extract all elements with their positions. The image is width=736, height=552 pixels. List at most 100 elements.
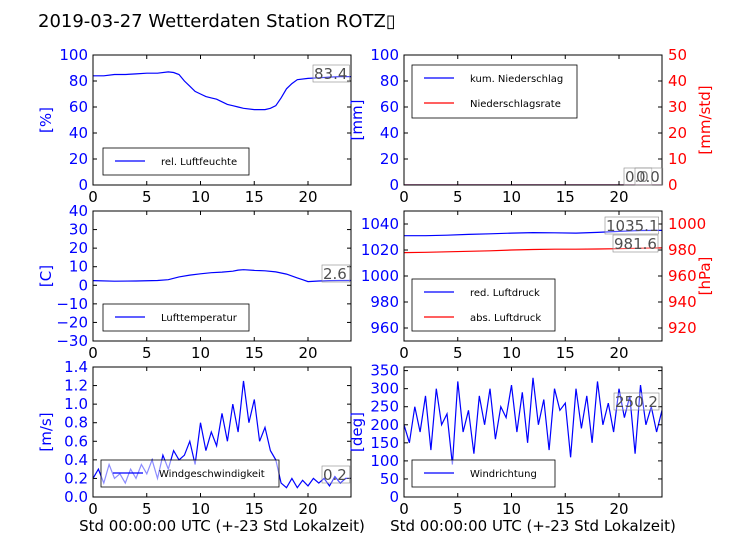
plot-frame bbox=[92, 366, 352, 498]
series-line-pressure-1 bbox=[404, 247, 662, 254]
y-tick-label: 20 bbox=[380, 150, 399, 168]
y-axis-label: [m/s] bbox=[37, 412, 55, 451]
legend-entry: Niederschlagsrate bbox=[470, 99, 561, 110]
x-tick-label: 0 bbox=[88, 344, 98, 362]
x-tick-label: 0 bbox=[399, 344, 409, 362]
x-tick-label: 20 bbox=[609, 500, 628, 518]
annotation-box bbox=[613, 392, 660, 411]
y-tick-label: 30 bbox=[69, 221, 88, 239]
chart-windspeed: 0 5 10 15 200.00.20.40.60.81.01.21.4[m/s]Std… bbox=[37, 358, 365, 535]
y-tick-label: 80 bbox=[69, 72, 88, 90]
y-tick-label: 960 bbox=[370, 319, 399, 337]
y-tick-label: 1020 bbox=[361, 241, 399, 259]
legend-box bbox=[411, 278, 556, 332]
y-tick-label: 980 bbox=[370, 293, 399, 311]
annotation-box bbox=[634, 167, 664, 186]
x-tick-label: 0 bbox=[399, 188, 409, 206]
chart-precipitation: 0 5 10 15 20 0 20 40 60 80 100 0 10 20 30 40 50 [mm] [mm/s… bbox=[348, 46, 714, 206]
legend: red. Luftdruck abs. Luftdruck bbox=[411, 278, 556, 332]
y-tick-label: 100 bbox=[370, 452, 399, 470]
y-tick-label: 0 bbox=[389, 488, 399, 506]
y-tick-label: 300 bbox=[370, 380, 399, 398]
y-axis-label: [%] bbox=[37, 107, 55, 133]
y-tick-label: 0.8 bbox=[64, 414, 88, 432]
x-tick-label: 10 bbox=[191, 500, 210, 518]
y-tick-label: 1.2 bbox=[64, 377, 88, 395]
series-line-temperature-0 bbox=[93, 269, 351, 283]
annotation-box bbox=[321, 264, 351, 283]
y-right-tick-label: 1000 bbox=[668, 215, 706, 233]
y-tick-label: 20 bbox=[69, 150, 88, 168]
x-tick-label: 20 bbox=[609, 188, 628, 206]
chart-pressure: 0 5 10 15 20 960 980 1000 1020 1040 920 940 960 980 10… bbox=[361, 210, 714, 362]
y-right-axis-label: [hPa] bbox=[696, 257, 714, 296]
legend: kum. Niederschlag Niederschlagsrate bbox=[411, 64, 578, 119]
y-tick-label: 1040 bbox=[361, 215, 399, 233]
y-tick-label: 60 bbox=[380, 98, 399, 116]
y-tick-label: 60 bbox=[69, 98, 88, 116]
y-right-tick-label: 960 bbox=[668, 267, 697, 285]
y-tick-label: 0 bbox=[78, 276, 88, 294]
x-tick-label: 10 bbox=[502, 188, 521, 206]
series-line-humidity-0 bbox=[93, 71, 351, 111]
plot-frame bbox=[403, 366, 663, 498]
x-tick-label: 10 bbox=[502, 344, 521, 362]
x-tick-label: 0 bbox=[399, 500, 409, 518]
x-tick-label: 5 bbox=[453, 188, 463, 206]
y-tick-label: 0.0 bbox=[64, 488, 88, 506]
value-annotation: 2.6 bbox=[323, 265, 347, 283]
y-tick-label: −20 bbox=[56, 313, 88, 331]
value-annotation: 0.0 bbox=[636, 168, 660, 186]
y-right-tick-label: 10 bbox=[668, 150, 687, 168]
figure-title: 2019-03-27 Wetterdaten Station ROTZ▯ bbox=[38, 11, 396, 32]
plot-frame bbox=[92, 54, 352, 186]
chart-temperature: 0 5 10 15 20−30−20−10010203040[C]Lufttempera… bbox=[37, 202, 352, 362]
x-tick-label: 10 bbox=[191, 344, 210, 362]
legend: Windgeschwindigkeit bbox=[100, 459, 280, 488]
y-tick-label: 350 bbox=[370, 362, 399, 380]
x-tick-label: 20 bbox=[609, 344, 628, 362]
y-tick-label: 0.2 bbox=[64, 469, 88, 487]
chart-humidity: 0 5 10 15 20 0 20 40 60 80 100 [%] rel. Luftfeuchte 8… bbox=[37, 46, 352, 206]
x-tick-label: 15 bbox=[245, 344, 264, 362]
y-tick-label: 1000 bbox=[361, 267, 399, 285]
value-annotation: 250.2 bbox=[615, 393, 658, 411]
y-right-tick-label: 30 bbox=[668, 98, 687, 116]
y-right-tick-label: 0 bbox=[668, 176, 678, 194]
y-tick-label: 10 bbox=[69, 258, 88, 276]
value-annotation: 0.2 bbox=[323, 466, 347, 484]
y-tick-label: 20 bbox=[69, 239, 88, 257]
x-tick-label: 15 bbox=[556, 344, 575, 362]
legend: Lufttemperatur bbox=[102, 303, 250, 332]
y-axis-label: [mm] bbox=[348, 100, 366, 141]
x-tick-label: 5 bbox=[142, 344, 152, 362]
x-tick-label: 5 bbox=[142, 500, 152, 518]
x-tick-label: 5 bbox=[142, 188, 152, 206]
y-tick-label: −10 bbox=[56, 295, 88, 313]
y-tick-label: 0.6 bbox=[64, 432, 88, 450]
y-right-tick-label: 920 bbox=[668, 319, 697, 337]
y-tick-label: 100 bbox=[370, 46, 399, 64]
legend-entry: rel. Luftfeuchte bbox=[161, 157, 237, 168]
y-tick-label: 40 bbox=[380, 124, 399, 142]
legend-entry: red. Luftdruck bbox=[470, 288, 540, 299]
y-right-tick-label: 40 bbox=[668, 72, 687, 90]
x-tick-label: 10 bbox=[191, 188, 210, 206]
y-axis-label: [deg] bbox=[348, 412, 366, 452]
legend: rel. Luftfeuchte bbox=[102, 147, 250, 176]
y-right-tick-label: 20 bbox=[668, 124, 687, 142]
y-tick-label: 0 bbox=[78, 176, 88, 194]
x-tick-label: 0 bbox=[88, 188, 98, 206]
series-line-pressure-0 bbox=[404, 229, 662, 237]
y-right-axis-label: [mm/std] bbox=[696, 85, 714, 154]
x-axis-label: Std 00:00:00 UTC (+-23 Std Lokalzeit) bbox=[79, 517, 365, 535]
x-tick-label: 20 bbox=[298, 500, 317, 518]
annotation-box bbox=[321, 465, 351, 484]
y-tick-label: 50 bbox=[380, 470, 399, 488]
x-tick-label: 10 bbox=[502, 500, 521, 518]
y-tick-label: 200 bbox=[370, 416, 399, 434]
value-annotation: 1035.1 bbox=[606, 217, 659, 235]
y-tick-label: 40 bbox=[69, 202, 88, 220]
